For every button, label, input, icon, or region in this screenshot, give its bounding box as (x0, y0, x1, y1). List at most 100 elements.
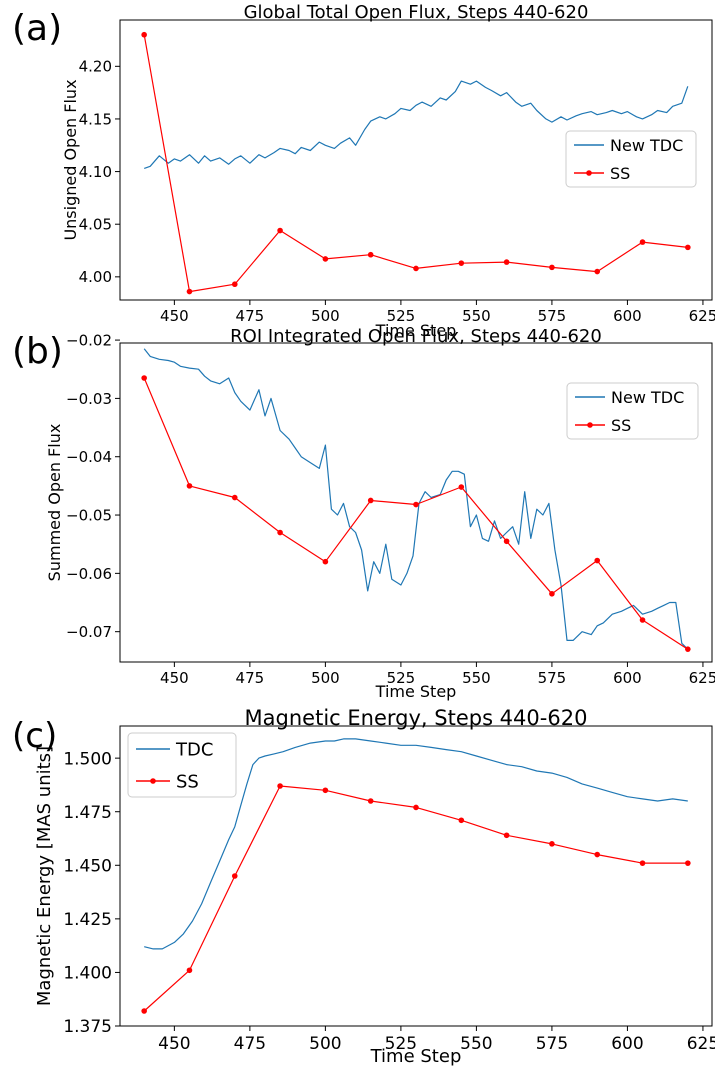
legend-marker (150, 778, 156, 784)
series-point (639, 617, 646, 623)
x-tick-label: 475 (236, 669, 265, 687)
x-tick-label: 500 (309, 1034, 341, 1054)
panel-letter: (b) (12, 331, 63, 372)
panel-letter: (a) (12, 8, 62, 49)
series-point (458, 484, 465, 490)
x-tick-label: 450 (158, 1034, 190, 1054)
legend-label: SS (610, 164, 630, 183)
series-point (503, 538, 510, 545)
chart-panel-1: (a) Global Total Open Flux, Steps 440-620… (12, 2, 715, 340)
x-tick-label: 475 (236, 307, 265, 325)
legend-marker (587, 422, 593, 428)
x-tick-label: 550 (462, 669, 491, 687)
y-tick-label: 4.20 (79, 58, 112, 76)
legend-label: New TDC (611, 388, 684, 407)
series-point (685, 860, 691, 866)
axes-frame (119, 725, 713, 1027)
y-tick-label: −0.05 (66, 506, 112, 524)
series-point (594, 851, 601, 858)
series-point (503, 832, 510, 839)
series-point (503, 259, 510, 265)
y-tick-label: 1.400 (63, 964, 112, 984)
series-point (458, 260, 465, 266)
series-point (141, 1008, 147, 1014)
series-point (639, 860, 646, 866)
y-axis-label: Summed Open Flux (45, 424, 64, 582)
series-point (231, 873, 238, 879)
series-point (231, 494, 238, 501)
legend: TDC SS (127, 732, 237, 798)
x-tick-label: 600 (613, 669, 642, 687)
series-point (186, 967, 193, 974)
y-tick-label: 1.425 (63, 910, 112, 930)
series-point (685, 244, 691, 251)
series-point (367, 798, 374, 804)
legend: New TDC SS (565, 130, 697, 188)
series-line-new-tdc (143, 348, 689, 650)
legend: New TDC SS (566, 382, 699, 440)
y-tick-label: 4.00 (79, 268, 112, 286)
series-line-tdc (144, 738, 688, 950)
x-tick-label: 625 (689, 669, 715, 687)
x-tick-label: 500 (311, 307, 340, 325)
series-point (231, 281, 238, 288)
series-line-ss (143, 785, 688, 1012)
y-tick-label: 1.475 (63, 803, 112, 823)
legend-marker (586, 170, 592, 176)
x-axis-label: Time Step (375, 682, 457, 701)
x-tick-label: 550 (460, 1034, 492, 1054)
x-tick-label: 600 (613, 307, 642, 325)
series-point (594, 268, 601, 275)
y-tick-label: 1.500 (63, 749, 112, 769)
series-point (367, 251, 374, 258)
legend-label: SS (611, 416, 631, 435)
axes-frame (119, 342, 713, 663)
plot-area (141, 738, 691, 1014)
plot-area (141, 31, 691, 295)
series-point (549, 590, 555, 597)
y-tick-label: −0.06 (66, 565, 112, 583)
y-tick-label: −0.03 (66, 390, 112, 408)
y-tick-label: 1.375 (63, 1017, 112, 1037)
series-point (458, 817, 465, 824)
series-point (186, 483, 193, 489)
series-point (277, 529, 283, 536)
series-point (322, 558, 329, 565)
x-tick-label: 550 (462, 307, 491, 325)
x-tick-label: 450 (160, 307, 189, 325)
series-point (322, 787, 329, 794)
y-tick-label: −0.04 (66, 448, 112, 466)
y-tick-label: 4.15 (79, 110, 112, 128)
x-tick-label: 600 (611, 1034, 643, 1054)
y-tick-label: 4.05 (79, 216, 112, 234)
x-axis-label: Time Step (375, 321, 457, 340)
x-tick-label: 575 (538, 307, 567, 325)
x-tick-label: 450 (160, 669, 189, 687)
axes-frame (119, 19, 713, 301)
series-point (367, 497, 374, 504)
x-tick-label: 625 (689, 307, 715, 325)
series-point (322, 256, 329, 262)
y-axis-label: Magnetic Energy [MAS units] (34, 746, 55, 1006)
series-point (186, 288, 193, 295)
series-line-new-tdc (144, 80, 689, 169)
series-point (639, 239, 646, 245)
x-axis-label: Time Step (370, 1046, 462, 1067)
panel-letter: (c) (12, 716, 57, 756)
series-point (277, 227, 283, 234)
plot-area (141, 348, 691, 652)
x-tick-label: 525 (387, 669, 416, 687)
series-point (413, 501, 419, 508)
y-tick-label: −0.02 (66, 331, 112, 349)
legend-label: SS (176, 771, 199, 792)
x-tick-label: 500 (311, 669, 340, 687)
series-point (594, 557, 601, 564)
chart-title: ROI Integrated Open Flux, Steps 440-620 (230, 326, 602, 347)
x-tick-label: 575 (536, 1034, 568, 1054)
series-point (141, 375, 147, 381)
x-tick-label: 625 (687, 1034, 715, 1054)
chart-title: Global Total Open Flux, Steps 440-620 (244, 2, 589, 23)
series-point (141, 31, 147, 38)
